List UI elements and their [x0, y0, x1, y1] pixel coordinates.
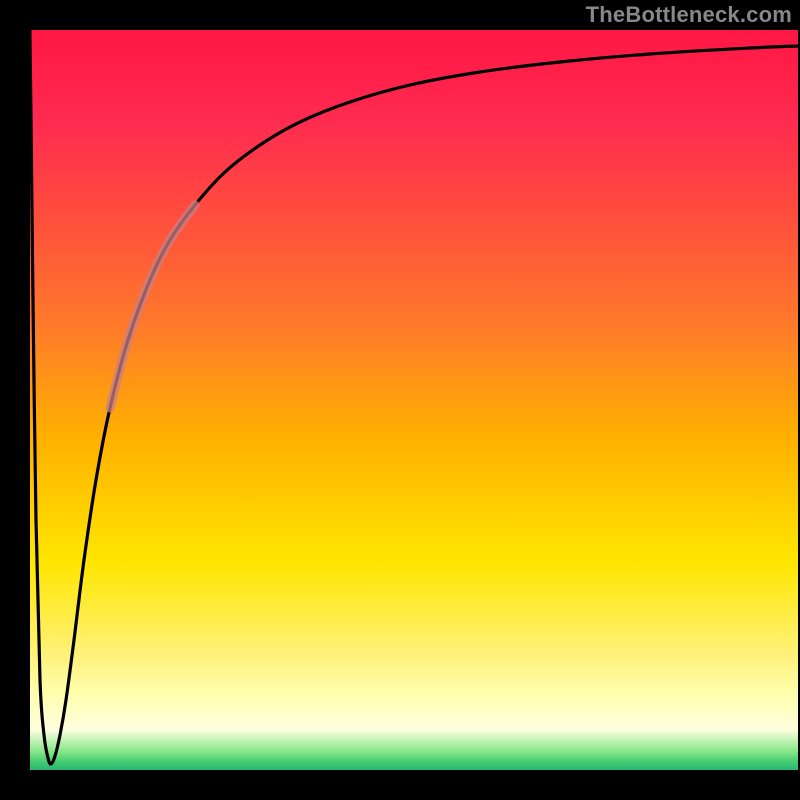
bottleneck-chart: [0, 0, 800, 800]
chart-container: TheBottleneck.com: [0, 0, 800, 800]
watermark-label: TheBottleneck.com: [586, 2, 792, 28]
gradient-plot-area: [30, 30, 798, 770]
